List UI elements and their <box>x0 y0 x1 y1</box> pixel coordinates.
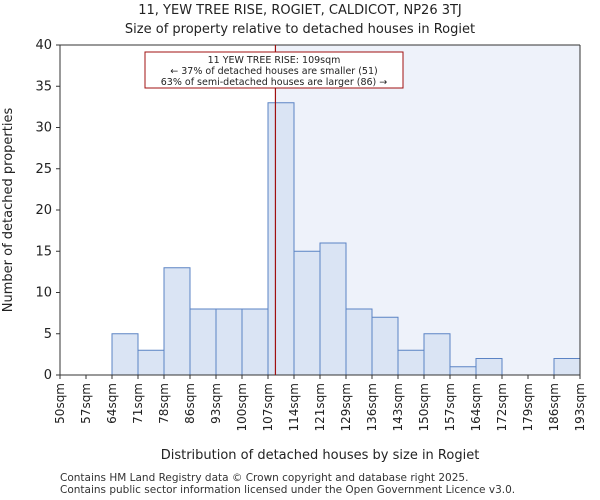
histogram-bar <box>111 333 139 376</box>
histogram-bar <box>475 358 503 376</box>
x-tick-label: 50sqm <box>53 383 67 424</box>
y-axis-label: Number of detached properties <box>1 108 16 313</box>
histogram-bar <box>163 267 191 376</box>
y-tick-label: 30 <box>35 121 52 136</box>
histogram-bar <box>267 102 295 376</box>
histogram-bar <box>423 333 451 376</box>
histogram-bar <box>189 308 217 376</box>
x-tick-label: 57sqm <box>79 383 93 424</box>
histogram-bar <box>371 316 399 376</box>
y-tick-label: 35 <box>35 79 52 94</box>
x-tick-label: 143sqm <box>391 383 405 431</box>
x-tick-label: 157sqm <box>443 383 457 431</box>
x-tick-label: 86sqm <box>183 383 197 424</box>
x-tick-label: 114sqm <box>287 383 301 431</box>
chart-subtitle: Size of property relative to detached ho… <box>124 22 476 37</box>
x-tick-label: 71sqm <box>131 383 145 424</box>
y-tick-label: 40 <box>35 38 52 53</box>
x-tick-label: 107sqm <box>261 383 275 431</box>
annotation-line-2: ← 37% of detached houses are smaller (51… <box>170 66 377 77</box>
x-axis-label: Distribution of detached houses by size … <box>161 448 480 463</box>
annotation-line-1: 11 YEW TREE RISE: 109sqm <box>208 55 341 66</box>
x-tick-label: 129sqm <box>339 383 353 431</box>
histogram-chart: 0 5 10 15 20 25 30 35 40 50sqm 57sqm 64sqm 71sqm 78sq… <box>1 38 587 463</box>
x-tick-label: 93sqm <box>209 383 223 424</box>
x-tick-label: 193sqm <box>573 383 587 431</box>
y-tick-label: 5 <box>44 327 52 342</box>
y-tick-label: 10 <box>35 286 52 301</box>
histogram-bar <box>319 242 347 376</box>
x-tick-label: 78sqm <box>157 383 171 424</box>
y-tick-label: 20 <box>35 203 52 218</box>
histogram-bar <box>215 308 243 376</box>
annotation-box <box>144 51 404 89</box>
chart-title: 11, YEW TREE RISE, ROGIET, CALDICOT, NP2… <box>138 3 462 18</box>
histogram-bar <box>397 349 425 376</box>
histogram-bar <box>241 308 269 376</box>
histogram-bar <box>449 366 477 376</box>
x-tick-label: 121sqm <box>313 383 327 431</box>
annotation-line-3: 63% of semi-detached houses are larger (… <box>161 77 388 88</box>
histogram-bar <box>553 358 581 376</box>
y-tick-label: 15 <box>35 244 52 259</box>
x-tick-label: 100sqm <box>235 383 249 431</box>
x-tick-label: 172sqm <box>495 383 509 431</box>
histogram-bar <box>137 349 165 376</box>
x-tick-label: 150sqm <box>417 383 431 431</box>
x-tick-label: 179sqm <box>521 383 535 431</box>
x-tick-label: 164sqm <box>469 383 483 431</box>
footer-licence: Contains public sector information licen… <box>60 484 516 496</box>
x-tick-label: 186sqm <box>547 383 561 431</box>
footer-copyright: Contains HM Land Registry data © Crown c… <box>60 472 469 484</box>
x-tick-label: 64sqm <box>105 383 119 424</box>
y-tick-label: 0 <box>44 368 52 383</box>
histogram-bar <box>345 308 373 376</box>
histogram-bar <box>293 250 321 376</box>
y-tick-label: 25 <box>35 162 52 177</box>
x-tick-label: 136sqm <box>365 383 379 431</box>
